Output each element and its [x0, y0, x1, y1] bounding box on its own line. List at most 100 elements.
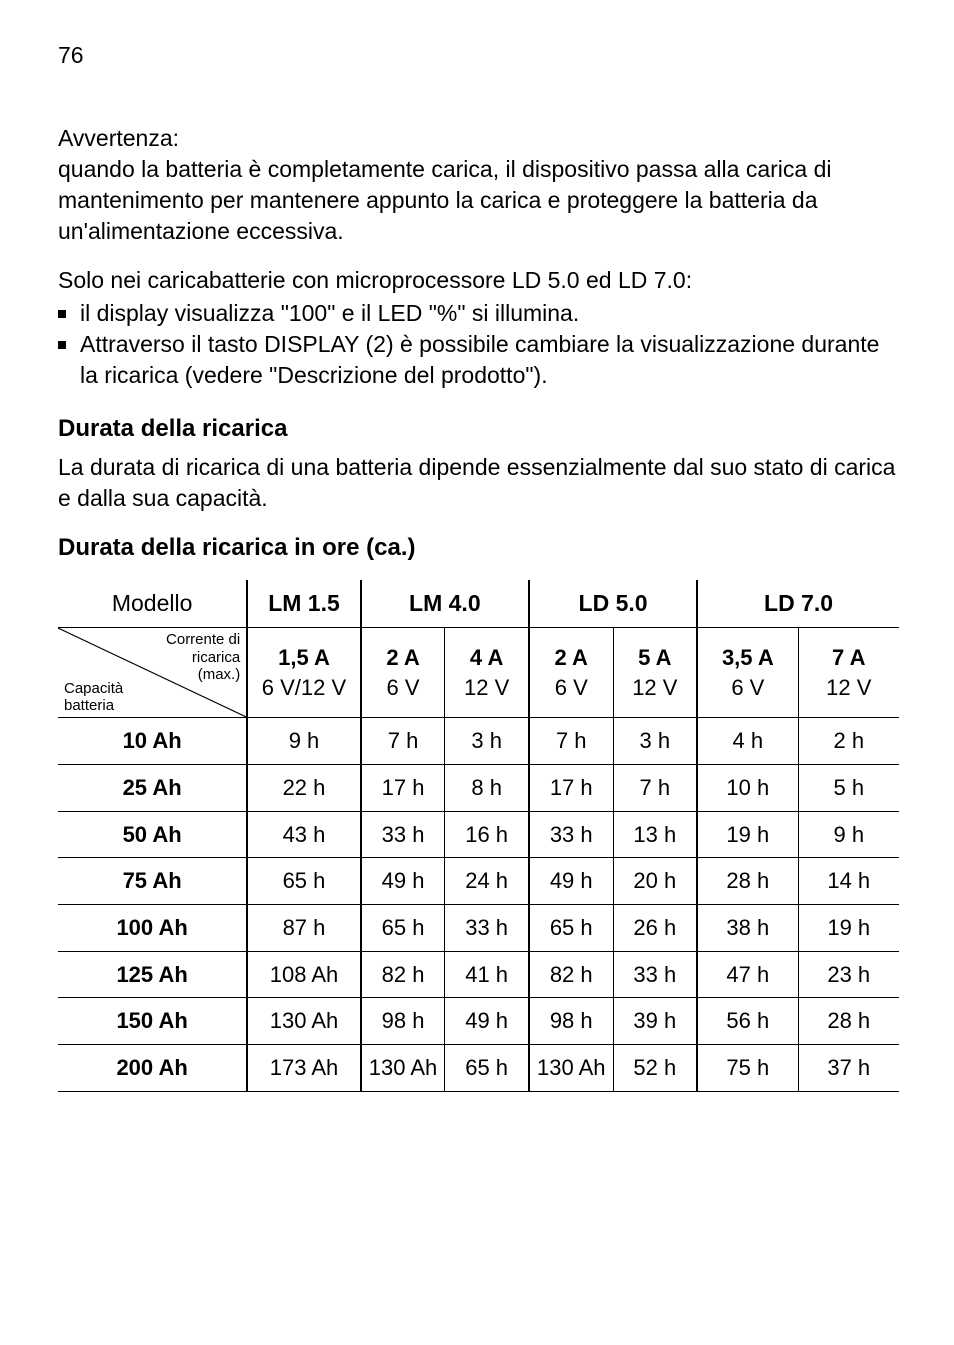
value-cell: 173 Ah	[247, 1045, 361, 1092]
value-cell: 130 Ah	[247, 998, 361, 1045]
amp-label: 2 A	[555, 645, 588, 670]
value-cell: 75 h	[697, 1045, 798, 1092]
value-cell: 82 h	[361, 951, 445, 998]
volt-label: 12 V	[826, 675, 871, 700]
capacity-cell: 100 Ah	[58, 905, 247, 952]
charge-table: Modello LM 1.5 LM 4.0 LD 5.0 LD 7.0 Corr…	[58, 580, 899, 1092]
diag-text: Corrente di	[166, 631, 240, 648]
current-header: 7 A 12 V	[798, 628, 899, 718]
value-cell: 17 h	[361, 765, 445, 812]
table-row: Modello LM 1.5 LM 4.0 LD 5.0 LD 7.0	[58, 580, 899, 628]
diag-text: (max.)	[198, 666, 241, 683]
value-cell: 19 h	[697, 811, 798, 858]
value-cell: 16 h	[445, 811, 529, 858]
current-header: 3,5 A 6 V	[697, 628, 798, 718]
amp-label: 3,5 A	[722, 645, 774, 670]
value-cell: 3 h	[613, 718, 697, 765]
value-cell: 52 h	[613, 1045, 697, 1092]
table-row: 200 Ah173 Ah130 Ah65 h130 Ah52 h75 h37 h	[58, 1045, 899, 1092]
warning-text: quando la batteria è completamente caric…	[58, 156, 831, 244]
value-cell: 10 h	[697, 765, 798, 812]
value-cell: 38 h	[697, 905, 798, 952]
table-row: 150 Ah130 Ah98 h49 h98 h39 h56 h28 h	[58, 998, 899, 1045]
page-number: 76	[58, 40, 899, 71]
model-label: Modello	[58, 580, 247, 628]
model-col: LD 5.0	[529, 580, 697, 628]
capacity-cell: 200 Ah	[58, 1045, 247, 1092]
value-cell: 56 h	[697, 998, 798, 1045]
current-header: 2 A 6 V	[529, 628, 613, 718]
value-cell: 3 h	[445, 718, 529, 765]
table-heading: Durata della ricarica in ore (ca.)	[58, 532, 899, 564]
value-cell: 19 h	[798, 905, 899, 952]
diagonal-header: Corrente di ricarica (max.) Capacità bat…	[58, 628, 247, 718]
value-cell: 13 h	[613, 811, 697, 858]
capacity-cell: 10 Ah	[58, 718, 247, 765]
capacity-cell: 125 Ah	[58, 951, 247, 998]
warning-label: Avvertenza:	[58, 125, 179, 151]
value-cell: 108 Ah	[247, 951, 361, 998]
value-cell: 130 Ah	[361, 1045, 445, 1092]
current-header: 1,5 A 6 V/12 V	[247, 628, 361, 718]
value-cell: 33 h	[445, 905, 529, 952]
value-cell: 7 h	[613, 765, 697, 812]
value-cell: 41 h	[445, 951, 529, 998]
bullet-item: il display visualizza "100" e il LED "%"…	[58, 298, 899, 329]
value-cell: 33 h	[529, 811, 613, 858]
solo-intro: Solo nei caricabatterie con microprocess…	[58, 265, 899, 296]
model-col: LM 1.5	[247, 580, 361, 628]
table-row: 50 Ah43 h33 h16 h33 h13 h19 h9 h	[58, 811, 899, 858]
value-cell: 130 Ah	[529, 1045, 613, 1092]
value-cell: 98 h	[361, 998, 445, 1045]
value-cell: 22 h	[247, 765, 361, 812]
value-cell: 20 h	[613, 858, 697, 905]
capacity-cell: 50 Ah	[58, 811, 247, 858]
value-cell: 2 h	[798, 718, 899, 765]
value-cell: 33 h	[613, 951, 697, 998]
amp-label: 5 A	[638, 645, 671, 670]
value-cell: 39 h	[613, 998, 697, 1045]
bullet-list: il display visualizza "100" e il LED "%"…	[58, 298, 899, 391]
model-col: LM 4.0	[361, 580, 529, 628]
diag-text: Capacità	[64, 680, 123, 697]
model-col: LD 7.0	[697, 580, 899, 628]
value-cell: 82 h	[529, 951, 613, 998]
value-cell: 43 h	[247, 811, 361, 858]
volt-label: 6 V	[555, 675, 588, 700]
value-cell: 49 h	[361, 858, 445, 905]
value-cell: 28 h	[697, 858, 798, 905]
amp-label: 4 A	[470, 645, 503, 670]
capacity-cell: 75 Ah	[58, 858, 247, 905]
value-cell: 24 h	[445, 858, 529, 905]
value-cell: 9 h	[798, 811, 899, 858]
volt-label: 6 V	[731, 675, 764, 700]
capacity-cell: 25 Ah	[58, 765, 247, 812]
current-header: 5 A 12 V	[613, 628, 697, 718]
value-cell: 28 h	[798, 998, 899, 1045]
volt-label: 6 V/12 V	[262, 675, 346, 700]
value-cell: 49 h	[529, 858, 613, 905]
value-cell: 49 h	[445, 998, 529, 1045]
diag-text: ricarica	[192, 649, 240, 666]
value-cell: 17 h	[529, 765, 613, 812]
value-cell: 65 h	[445, 1045, 529, 1092]
value-cell: 98 h	[529, 998, 613, 1045]
volt-label: 12 V	[632, 675, 677, 700]
table-row: 125 Ah108 Ah82 h41 h82 h33 h47 h23 h	[58, 951, 899, 998]
value-cell: 5 h	[798, 765, 899, 812]
durata-text: La durata di ricarica di una batteria di…	[58, 452, 899, 514]
value-cell: 65 h	[361, 905, 445, 952]
table-row: Corrente di ricarica (max.) Capacità bat…	[58, 628, 899, 718]
value-cell: 8 h	[445, 765, 529, 812]
value-cell: 33 h	[361, 811, 445, 858]
value-cell: 87 h	[247, 905, 361, 952]
value-cell: 47 h	[697, 951, 798, 998]
volt-label: 12 V	[464, 675, 509, 700]
volt-label: 6 V	[387, 675, 420, 700]
amp-label: 2 A	[386, 645, 419, 670]
value-cell: 9 h	[247, 718, 361, 765]
table-row: 75 Ah65 h49 h24 h49 h20 h28 h14 h	[58, 858, 899, 905]
value-cell: 4 h	[697, 718, 798, 765]
table-row: 100 Ah87 h65 h33 h65 h26 h38 h19 h	[58, 905, 899, 952]
current-header: 4 A 12 V	[445, 628, 529, 718]
